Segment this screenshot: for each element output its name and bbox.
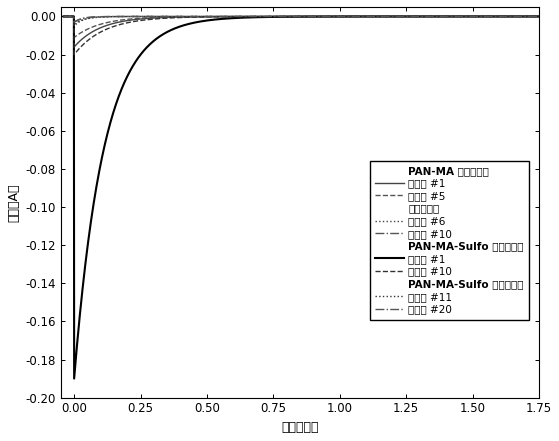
- X-axis label: 時間（分）: 時間（分）: [281, 421, 319, 434]
- Legend: PAN-MA アニール前, バルス #1, バルス #5, アニール後, バルス #6, バルス #10, PAN-MA-Sulfo アニール前, バルス #1: PAN-MA アニール前, バルス #1, バルス #5, アニール後, バルス…: [369, 161, 529, 320]
- Y-axis label: 電流（A）: 電流（A）: [7, 183, 20, 221]
